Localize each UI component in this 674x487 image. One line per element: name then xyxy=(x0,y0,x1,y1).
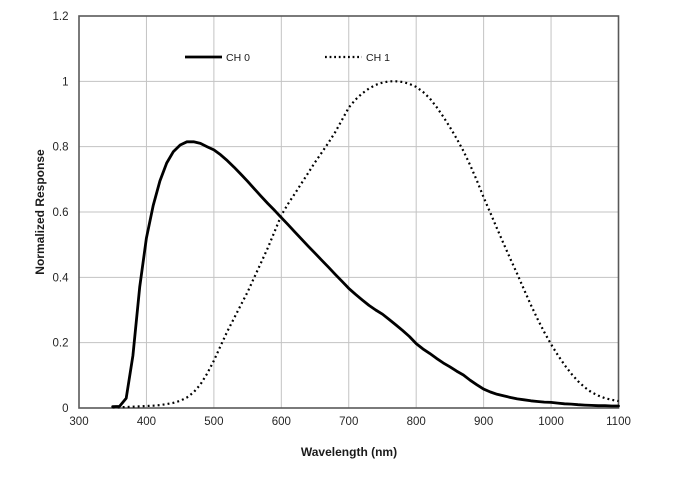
x-tick-label: 500 xyxy=(204,416,223,428)
x-axis-title: Wavelength (nm) xyxy=(301,445,397,459)
y-tick-label: 1 xyxy=(62,76,68,88)
y-tick-label: 0.2 xyxy=(53,338,69,350)
plot-border xyxy=(78,15,620,409)
curves xyxy=(111,80,620,409)
x-axis-tick-labels: 300 400 500 600 700 800 900 1000 1100 xyxy=(69,416,630,428)
x-tick-label: 800 xyxy=(407,416,426,428)
y-axis-title: Normalized Response xyxy=(33,149,47,275)
series-line-ch1 xyxy=(112,80,619,409)
y-axis-tick-labels: 0 0.2 0.4 0.6 0.8 1 1.2 xyxy=(53,11,70,415)
y-tick-label: 1.2 xyxy=(53,11,69,23)
x-tick-label: 700 xyxy=(339,416,358,428)
x-tick-label: 600 xyxy=(272,416,291,428)
series-line-ch0 xyxy=(111,140,620,409)
gridlines xyxy=(79,16,619,408)
x-tick-label: 1100 xyxy=(606,416,631,428)
y-tick-label: 0 xyxy=(62,403,68,415)
x-tick-label: 400 xyxy=(137,416,156,428)
y-tick-label: 0.8 xyxy=(53,142,69,154)
legend-ch0-label: CH 0 xyxy=(226,52,250,64)
x-tick-label: 300 xyxy=(69,416,88,428)
x-tick-label: 1000 xyxy=(538,416,564,428)
x-tick-label: 900 xyxy=(474,416,493,428)
y-tick-label: 0.4 xyxy=(53,272,70,284)
y-tick-label: 0.6 xyxy=(53,207,69,219)
legend-ch1-label: CH 1 xyxy=(366,52,390,64)
legend: CH 0 CH 1 xyxy=(185,52,390,64)
